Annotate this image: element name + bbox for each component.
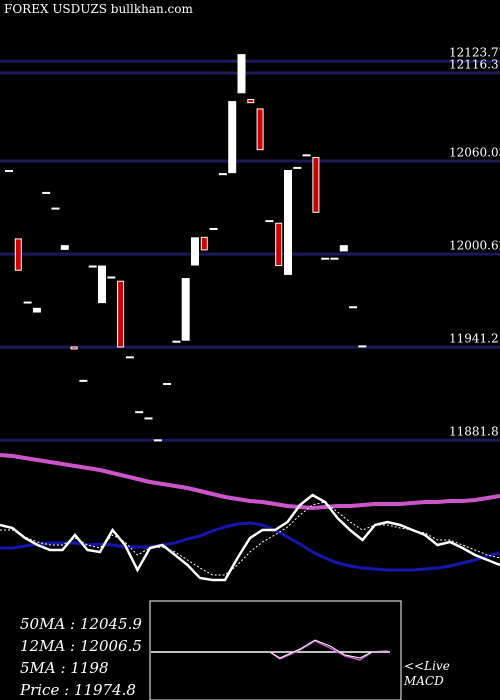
candle-4 bbox=[42, 191, 51, 194]
candle-5 bbox=[51, 207, 60, 210]
candle-0 bbox=[5, 170, 13, 173]
chart-title: FOREX USDUZS bullkhan.com bbox=[4, 2, 193, 16]
candle-10 bbox=[98, 265, 106, 304]
candle-23 bbox=[218, 173, 227, 176]
candle-37 bbox=[349, 306, 358, 309]
candle-14 bbox=[135, 411, 144, 414]
level-label-0: 12123.77 bbox=[449, 46, 500, 60]
candle-30 bbox=[284, 170, 292, 275]
candle-34 bbox=[321, 257, 330, 260]
candle-1 bbox=[14, 238, 22, 271]
candle-7 bbox=[70, 346, 78, 350]
candle-20 bbox=[191, 237, 199, 266]
level-line-0 bbox=[0, 59, 500, 63]
candle-35 bbox=[330, 257, 339, 260]
candle-15 bbox=[144, 417, 153, 420]
macd-live-label: <<Live MACD bbox=[404, 659, 450, 689]
candle-21 bbox=[200, 236, 208, 251]
ma-short-line bbox=[0, 521, 500, 572]
candle-2 bbox=[23, 301, 32, 304]
candle-8 bbox=[79, 379, 88, 382]
level-line-4 bbox=[0, 345, 500, 349]
candle-6 bbox=[60, 245, 69, 250]
level-label-2: 12060.03 bbox=[449, 146, 500, 160]
candle-29 bbox=[275, 222, 283, 267]
level-label-4: 11941.2 bbox=[449, 332, 499, 346]
candle-9 bbox=[88, 265, 97, 268]
macd-label: MACD bbox=[404, 674, 444, 688]
level-line-2 bbox=[0, 159, 500, 163]
level-line-1 bbox=[0, 71, 500, 75]
candle-28 bbox=[265, 220, 274, 223]
candle-17 bbox=[163, 382, 172, 385]
level-line-5 bbox=[0, 438, 500, 442]
candle-25 bbox=[237, 54, 246, 94]
ma-long-line bbox=[0, 453, 500, 510]
candle-31 bbox=[293, 166, 302, 169]
candle-32 bbox=[302, 154, 311, 157]
macd-box bbox=[149, 600, 402, 700]
candle-38 bbox=[358, 345, 367, 348]
candle-27 bbox=[256, 108, 264, 151]
level-label-3: 12000.62 bbox=[449, 239, 500, 253]
level-line-3 bbox=[0, 252, 500, 256]
candle-18 bbox=[172, 340, 181, 343]
macd-signal-line bbox=[269, 640, 389, 661]
candle-36 bbox=[339, 245, 348, 252]
stat-ma50: 50MA : 12045.9 bbox=[20, 615, 142, 633]
level-label-1: 12116.3 bbox=[449, 57, 499, 71]
macd-slow-line bbox=[0, 501, 500, 576]
macd-live-link[interactable]: <<Live bbox=[404, 659, 450, 673]
candle-12 bbox=[117, 280, 125, 348]
candle-11 bbox=[107, 276, 116, 279]
macd-histogram-line bbox=[269, 639, 388, 659]
candle-16 bbox=[153, 439, 162, 442]
candle-13 bbox=[125, 356, 134, 359]
stat-ma5: 5MA : 1198 bbox=[20, 659, 109, 677]
level-label-5: 11881.8 bbox=[449, 425, 499, 439]
macd-fast-line bbox=[0, 493, 500, 582]
candle-26 bbox=[247, 99, 255, 104]
candle-24 bbox=[228, 101, 237, 174]
candle-19 bbox=[181, 278, 190, 341]
stat-price: Price : 11974.8 bbox=[20, 681, 136, 699]
candle-3 bbox=[32, 307, 41, 313]
stat-ma12: 12MA : 12006.5 bbox=[20, 637, 142, 655]
candle-22 bbox=[209, 227, 218, 230]
candle-33 bbox=[312, 156, 320, 213]
